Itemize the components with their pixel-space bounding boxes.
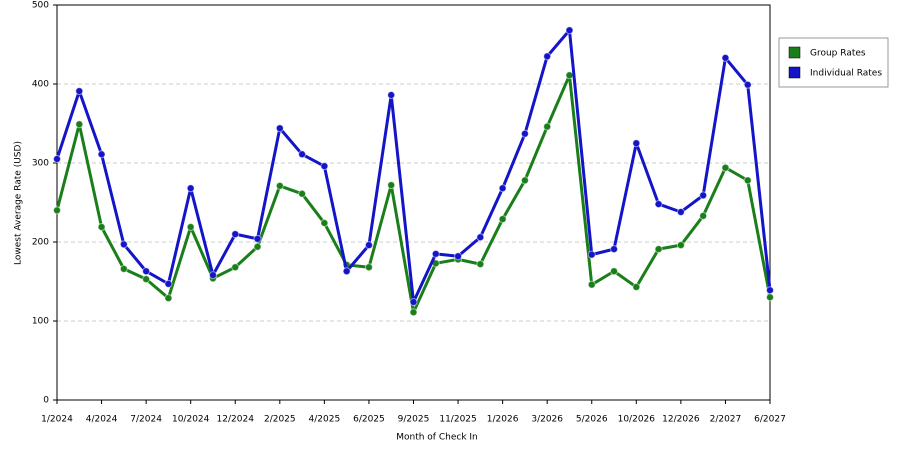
marker	[676, 241, 685, 250]
marker	[253, 234, 262, 243]
y-tick-label: 400	[32, 80, 49, 90]
y-tick-label: 300	[32, 159, 49, 169]
x-tick-label: 4/2024	[86, 415, 118, 425]
x-tick-label: 6/2025	[353, 415, 385, 425]
marker	[587, 250, 596, 259]
y-tick-label: 0	[43, 396, 49, 406]
marker	[53, 155, 61, 164]
marker	[320, 219, 329, 228]
marker	[208, 271, 217, 280]
marker	[119, 264, 128, 273]
x-tick-label: 3/2026	[531, 415, 563, 425]
legend-label: Group Rates	[810, 49, 866, 59]
marker	[543, 122, 552, 131]
y-axis-title: Lowest Average Rate (USD)	[14, 141, 24, 265]
marker	[164, 294, 173, 303]
x-tick-label: 12/2024	[217, 415, 255, 425]
marker	[142, 275, 151, 284]
marker	[766, 293, 774, 302]
marker	[409, 308, 418, 317]
marker	[632, 283, 641, 292]
marker	[610, 267, 619, 276]
marker	[320, 162, 329, 171]
x-tick-label: 10/2026	[618, 415, 656, 425]
marker	[699, 191, 708, 200]
marker	[476, 260, 485, 269]
marker	[454, 252, 463, 261]
marker	[721, 163, 730, 172]
marker	[275, 124, 284, 133]
marker	[587, 280, 596, 289]
marker	[476, 233, 485, 242]
marker	[543, 52, 552, 61]
marker	[766, 286, 774, 295]
x-tick-label: 1/2026	[487, 415, 519, 425]
y-tick-label: 200	[32, 238, 49, 248]
marker	[610, 245, 619, 254]
x-tick-label: 7/2024	[130, 415, 162, 425]
plot-frame	[56, 4, 771, 401]
marker	[520, 129, 529, 138]
marker	[721, 53, 730, 62]
marker	[119, 240, 128, 249]
x-tick-label: 4/2025	[309, 415, 341, 425]
marker	[97, 222, 106, 231]
x-tick-label: 5/2026	[576, 415, 608, 425]
marker	[409, 298, 418, 307]
marker	[676, 207, 685, 216]
x-tick-label: 6/2027	[754, 415, 786, 425]
x-axis-title: Month of Check In	[396, 433, 478, 443]
y-tick-label: 500	[32, 1, 49, 11]
legend-label: Individual Rates	[810, 69, 882, 79]
marker	[654, 200, 663, 209]
x-tick-label: 10/2024	[172, 415, 210, 425]
marker	[431, 249, 440, 258]
line	[55, 73, 772, 314]
line	[55, 28, 772, 304]
marker	[520, 176, 529, 185]
marker	[699, 211, 708, 220]
marker	[565, 71, 574, 80]
marker	[253, 242, 262, 251]
y-tick-label: 100	[32, 317, 49, 327]
x-tick-label: 1/2024	[41, 415, 73, 425]
marker	[743, 80, 752, 89]
marker	[97, 150, 106, 159]
marker	[565, 26, 574, 35]
marker	[498, 184, 507, 193]
marker	[298, 189, 307, 198]
marker	[498, 215, 507, 224]
x-tick-label: 2/2025	[264, 415, 296, 425]
marker	[53, 206, 61, 215]
marker	[275, 181, 284, 190]
marker	[342, 267, 351, 276]
marker	[654, 245, 663, 254]
marker	[743, 176, 752, 185]
marker	[186, 222, 195, 231]
marker	[75, 120, 84, 129]
marker	[387, 91, 396, 100]
marker	[75, 87, 84, 96]
marker	[164, 279, 173, 288]
marker	[142, 267, 151, 276]
x-tick-label: 2/2027	[710, 415, 742, 425]
marker	[387, 181, 396, 190]
legend-box	[778, 37, 889, 88]
marker	[186, 184, 195, 193]
legend-swatch	[788, 46, 801, 59]
marker	[231, 263, 240, 272]
x-tick-label: 12/2026	[662, 415, 700, 425]
marker	[298, 150, 307, 159]
x-tick-label: 9/2025	[398, 415, 430, 425]
marker	[364, 241, 373, 250]
legend-swatch	[788, 66, 801, 79]
x-tick-label: 11/2025	[439, 415, 476, 425]
marker	[364, 263, 373, 272]
marker	[231, 230, 240, 239]
marker	[632, 139, 641, 148]
